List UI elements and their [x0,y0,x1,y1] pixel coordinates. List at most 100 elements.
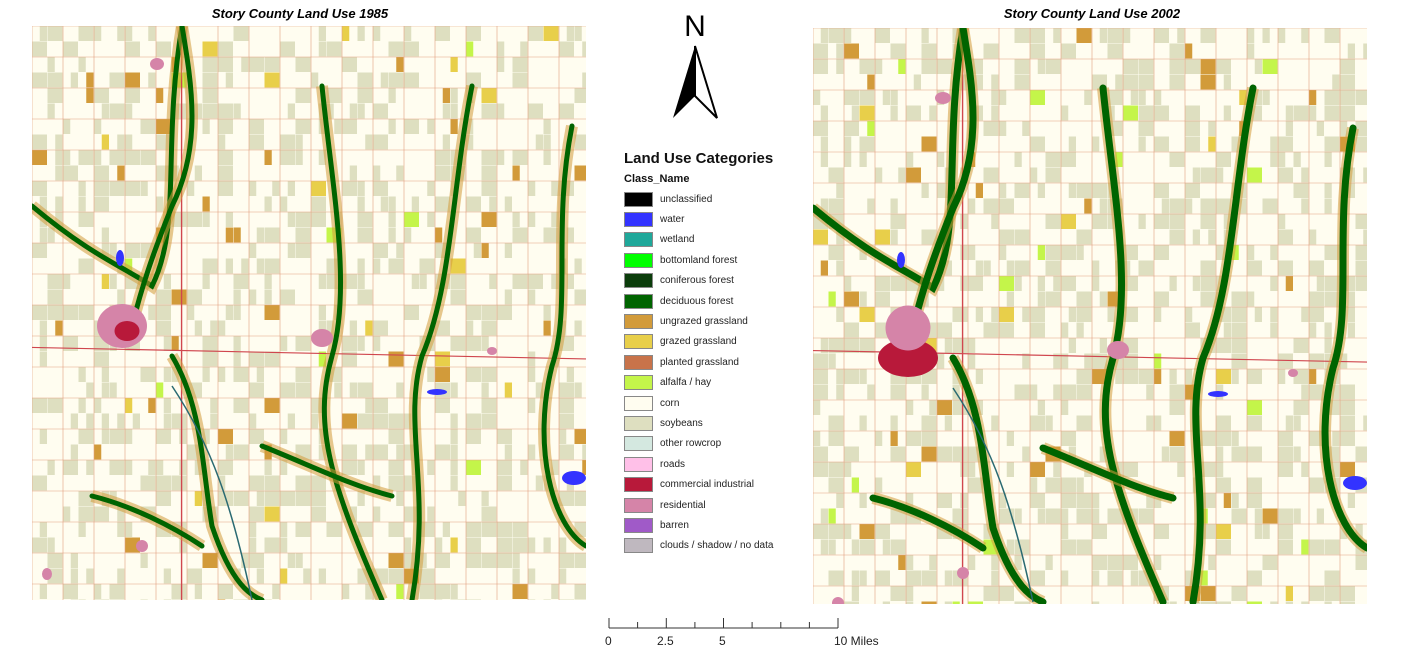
field-parcel [179,460,187,475]
map-2002[interactable] [813,28,1367,604]
field-parcel [179,429,187,444]
field-parcel [140,150,156,165]
field-parcel [249,57,264,72]
field-parcel [559,413,574,429]
field-parcel [975,105,983,121]
field-parcel [233,367,249,382]
field-parcel [101,103,109,119]
field-parcel [202,212,210,227]
field-parcel [1285,276,1293,291]
field-parcel [249,537,257,553]
field-parcel [528,103,543,119]
field-parcel [1216,198,1231,214]
field-parcel [820,105,828,121]
field-parcel [435,367,450,382]
field-parcel [921,415,937,431]
field-parcel [1123,369,1138,384]
field-parcel [1014,183,1030,198]
field-parcel [1278,539,1293,555]
field-parcel [481,103,497,119]
field-parcel [318,351,326,367]
legend-swatch [624,395,653,411]
field-parcel [1030,136,1045,152]
field-parcel [365,320,373,336]
field-parcel [396,584,404,599]
field-parcel [828,198,844,214]
field-parcel [1293,105,1309,121]
field-parcel [828,570,844,586]
map-1985[interactable] [32,26,586,600]
field-parcel [1231,291,1247,307]
field-parcel [906,586,914,601]
field-parcel [39,351,47,367]
field-parcel [1324,28,1340,43]
field-parcel [535,475,543,491]
field-parcel [295,88,311,103]
field-parcel [504,243,512,258]
field-parcel [117,413,125,429]
field-parcel [218,599,226,600]
field-parcel [859,90,875,105]
field-parcel [32,398,47,413]
field-parcel [47,398,63,413]
field-parcel [890,105,898,121]
field-parcel [404,537,412,553]
field-parcel [450,103,458,119]
field-parcel [813,384,828,400]
field-parcel [233,305,241,320]
field-parcel [148,398,156,413]
field-parcel [1324,539,1340,555]
field-parcel [991,74,999,90]
field-parcel [194,320,202,336]
field-parcel [551,181,559,196]
field-parcel [890,586,906,601]
field-parcel [342,57,357,72]
field-parcel [1061,508,1069,524]
field-parcel [999,245,1007,260]
field-parcel [906,167,921,183]
field-parcel [1254,307,1262,322]
field-parcel [844,338,859,353]
field-parcel [1285,415,1293,431]
field-parcel [1340,121,1348,136]
field-parcel [481,165,497,181]
field-parcel [1061,384,1076,400]
field-parcel [264,537,280,553]
field-parcel [844,152,852,167]
field-parcel [1076,508,1092,524]
field-parcel [1169,43,1185,59]
field-parcel [497,553,512,568]
field-parcel [1030,462,1045,477]
field-parcel [828,508,836,524]
field-parcel [1014,59,1030,74]
field-parcel [187,181,195,196]
field-parcel [1169,431,1185,446]
legend-item: grazed grassland [622,332,802,352]
field-parcel [427,212,435,227]
field-parcel [264,460,272,475]
field-parcel [1123,59,1138,74]
field-parcel [999,276,1014,291]
field-parcel [1270,276,1278,291]
field-parcel [851,105,859,121]
field-parcel [442,88,450,103]
field-parcel [1192,167,1200,183]
field-parcel [1324,183,1332,198]
field-parcel [481,367,497,382]
field-parcel [875,167,883,183]
legend-item: alfalfa / hay [622,373,802,393]
field-parcel [859,152,867,167]
field-parcel [411,196,419,212]
field-parcel [466,196,481,212]
field-parcel [504,196,512,212]
field-parcel [109,274,117,289]
field-parcel [171,599,187,600]
field-parcel [156,382,164,398]
field-parcel [396,165,404,181]
field-parcel [512,553,520,568]
field-parcel [828,167,844,183]
field-parcel [357,212,373,227]
field-parcel [1161,198,1169,214]
field-parcel [140,599,148,600]
field-parcel [566,227,574,243]
